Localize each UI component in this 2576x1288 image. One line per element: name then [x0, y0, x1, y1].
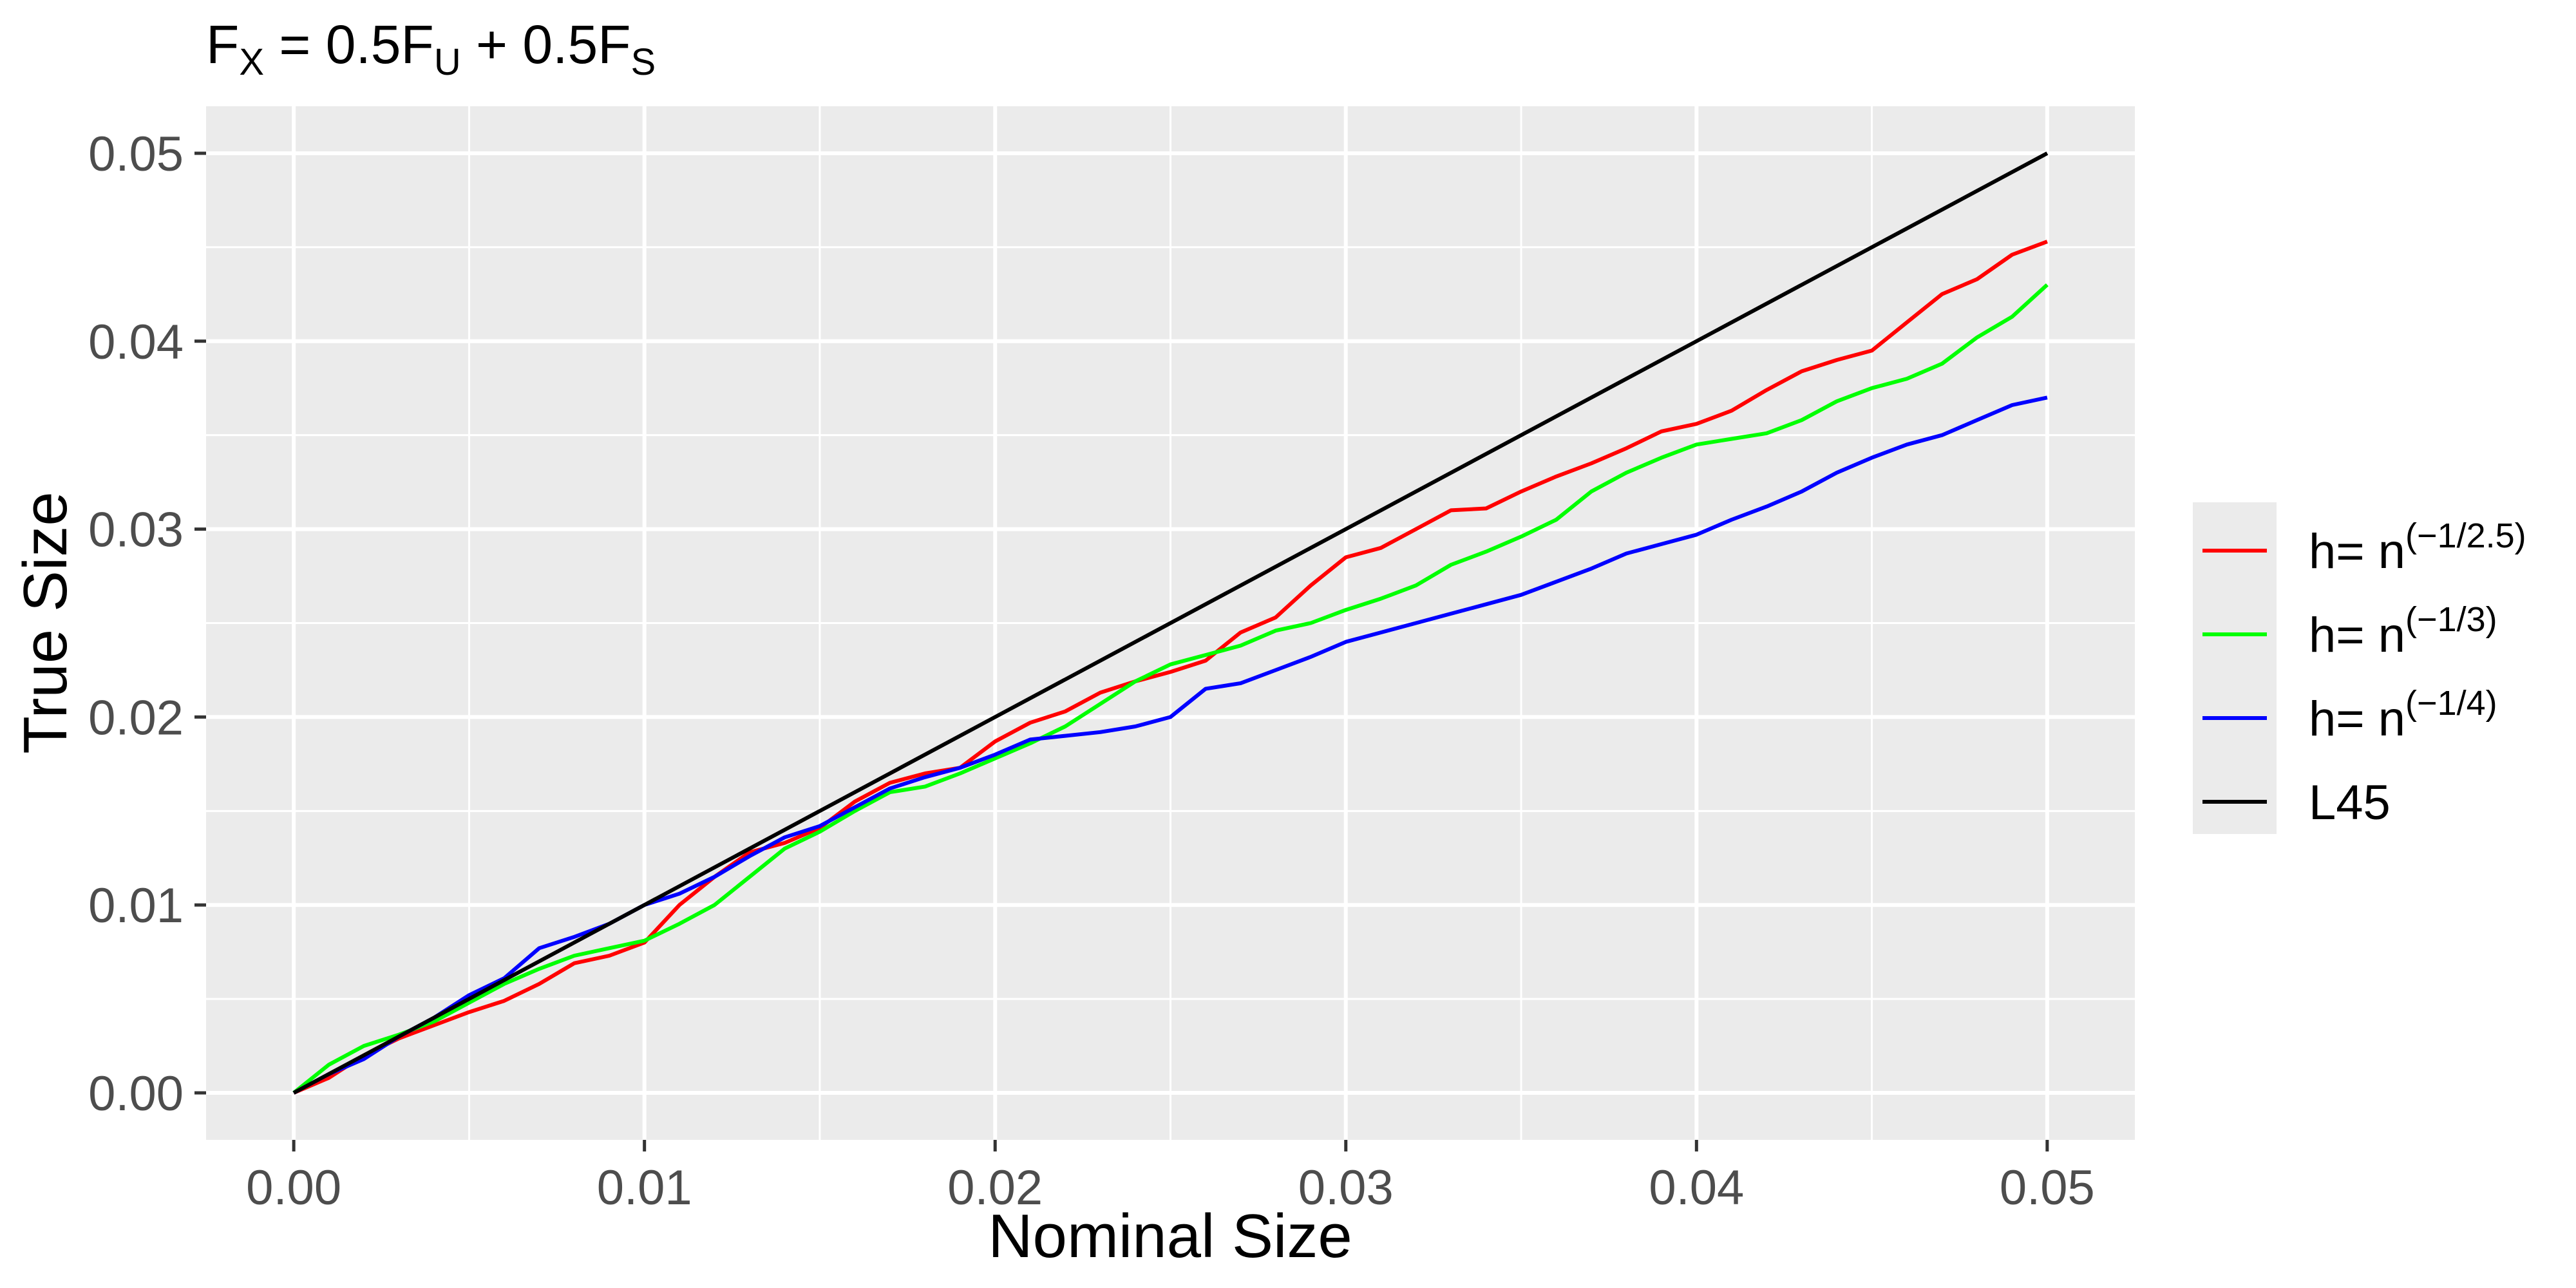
series-line-blue [292, 395, 2048, 1095]
x-tick-label: 0.00 [246, 1160, 341, 1215]
legend-label-black: L45 [2309, 775, 2391, 830]
x-tick-label: 0.03 [1298, 1160, 1394, 1215]
series-layer [292, 151, 2049, 1095]
y-tick-label: 0.03 [88, 503, 184, 558]
x-axis-title: Nominal Size [988, 1202, 1352, 1271]
y-tick-label: 0.02 [88, 690, 184, 745]
legend-background [2193, 502, 2277, 834]
series-line-green [292, 283, 2049, 1095]
x-tick-label: 0.01 [597, 1160, 692, 1215]
legend-label-blue: h= n(−1/4) [2309, 684, 2497, 746]
legend-label-red: h= n(−1/2.5) [2309, 516, 2526, 579]
y-tick-label: 0.00 [88, 1066, 184, 1121]
y-tick-label: 0.05 [88, 127, 184, 182]
x-tick-label: 0.04 [1649, 1160, 1744, 1215]
y-tick-label: 0.01 [88, 878, 184, 933]
x-axis-ticks: 0.00 0.01 0.02 0.03 0.04 0.05 [246, 1140, 2095, 1215]
y-axis-ticks: 0.00 0.01 0.02 0.03 0.04 0.05 [88, 127, 206, 1121]
y-axis-title: True Size [11, 491, 80, 753]
legend-label-green: h= n(−1/3) [2309, 600, 2497, 663]
y-tick-label: 0.04 [88, 315, 184, 370]
series-line-black [292, 151, 2049, 1095]
x-tick-label: 0.02 [947, 1160, 1043, 1215]
series-line-red [292, 240, 2048, 1095]
legend: h= n(−1/2.5) h= n(−1/3) h= n(−1/4) L45 [2193, 502, 2526, 834]
chart-title: FX = 0.5FU + 0.5FS [206, 14, 656, 83]
x-tick-label: 0.05 [2000, 1160, 2095, 1215]
